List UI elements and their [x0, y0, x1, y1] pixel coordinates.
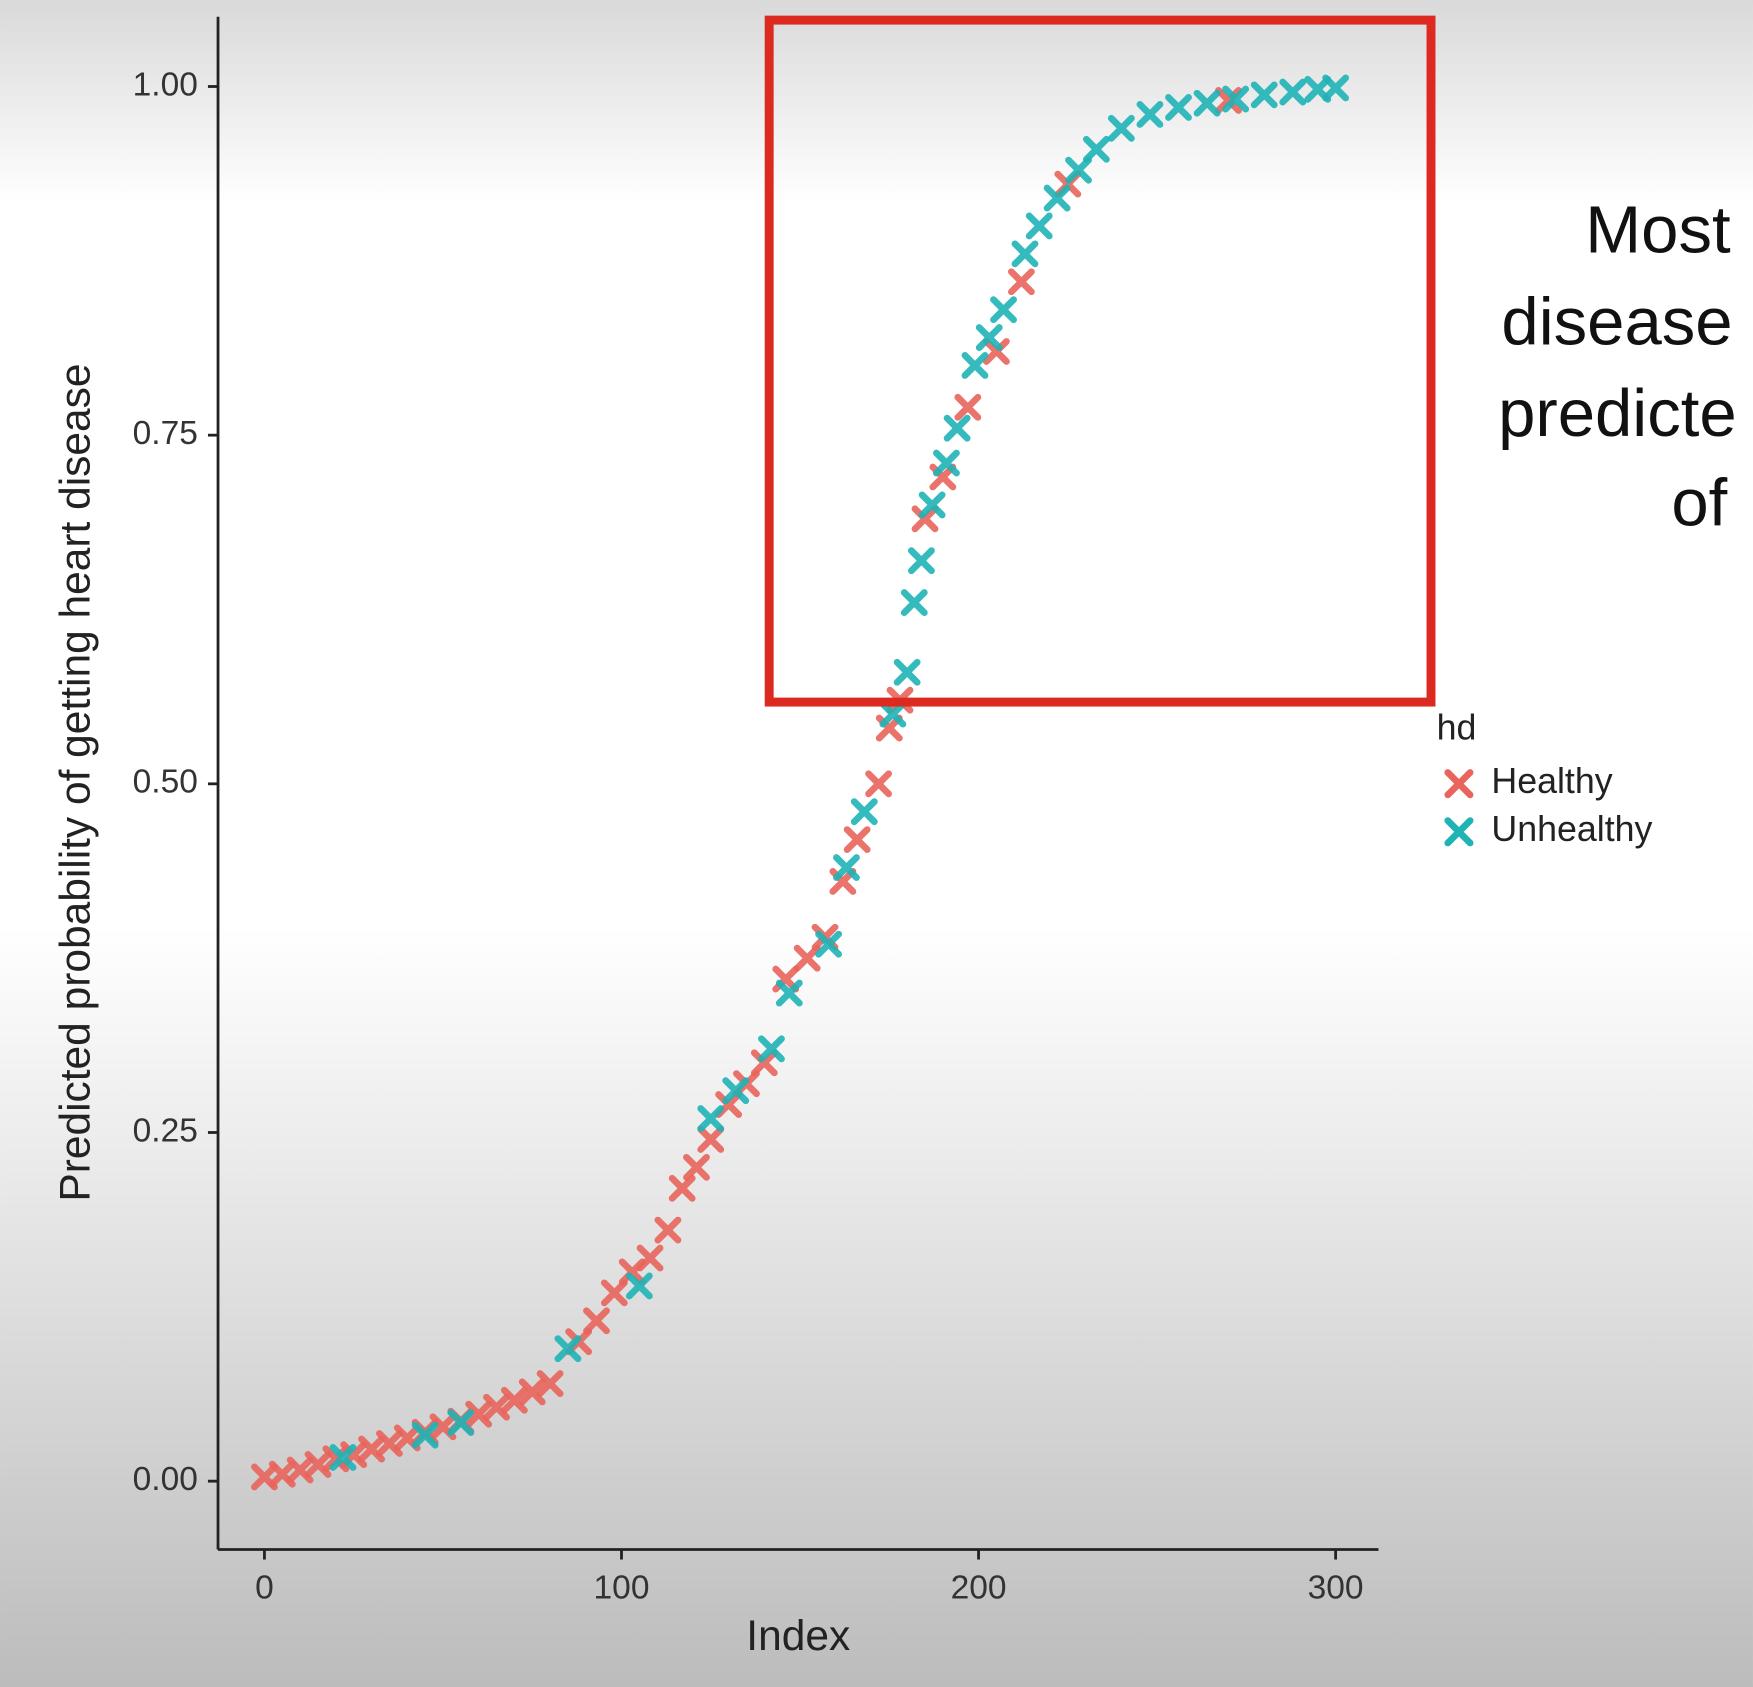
- x-tick-label: 200: [951, 1570, 1007, 1607]
- point: [990, 296, 1017, 324]
- point: [1250, 81, 1278, 109]
- point: [722, 1077, 750, 1105]
- point: [833, 854, 860, 881]
- point: [900, 589, 928, 616]
- point: [943, 414, 971, 442]
- point: [600, 1279, 628, 1307]
- y-axis-title: Predicted probability of getting heart d…: [52, 364, 99, 1202]
- point: [1279, 78, 1307, 106]
- annotation-line: disease: [1501, 284, 1732, 359]
- x-axis-title: Index: [746, 1613, 850, 1660]
- point: [961, 352, 989, 379]
- highlight-box: [764, 15, 1436, 707]
- point: [975, 324, 1003, 351]
- legend-label: Healthy: [1491, 761, 1612, 801]
- point: [583, 1307, 610, 1335]
- point: [1082, 135, 1110, 163]
- point: [1165, 94, 1192, 121]
- point: [843, 826, 871, 854]
- point: [654, 1216, 682, 1244]
- point: [1322, 74, 1350, 102]
- point: [500, 1386, 528, 1414]
- point: [918, 491, 946, 519]
- annotation-line: of: [1671, 465, 1727, 540]
- legend-label: Unhealthy: [1491, 809, 1652, 849]
- point: [465, 1400, 493, 1428]
- x-tick-label: 0: [255, 1570, 274, 1607]
- point: [447, 1409, 475, 1436]
- y-tick-label: 0.50: [133, 764, 198, 801]
- point: [775, 979, 803, 1007]
- point: [1193, 89, 1221, 117]
- point: [1215, 87, 1242, 114]
- legend-marker: [1444, 769, 1474, 799]
- y-tick-label: 0.00: [133, 1461, 198, 1498]
- y-tick-label: 1.00: [133, 66, 198, 103]
- point: [879, 700, 907, 728]
- point: [1107, 114, 1135, 142]
- y-tick-label: 0.75: [133, 415, 198, 452]
- point: [697, 1105, 725, 1132]
- point: [1043, 184, 1071, 212]
- point: [625, 1272, 653, 1300]
- point: [697, 1126, 725, 1153]
- point: [865, 770, 892, 798]
- legend-marker: [1444, 817, 1474, 847]
- annotation-line: predicte: [1498, 376, 1737, 451]
- point: [683, 1153, 710, 1181]
- point: [1136, 100, 1164, 128]
- point: [411, 1421, 439, 1449]
- point: [982, 338, 1010, 365]
- y-tick-label: 0.25: [133, 1112, 198, 1149]
- point: [1025, 212, 1053, 240]
- point: [758, 1035, 785, 1063]
- point: [518, 1378, 546, 1406]
- point: [536, 1370, 564, 1397]
- point: [636, 1244, 664, 1272]
- point: [893, 658, 921, 686]
- point: [954, 393, 982, 421]
- point: [1011, 240, 1039, 268]
- point: [483, 1393, 510, 1421]
- point: [793, 944, 821, 972]
- point: [329, 1444, 357, 1471]
- x-tick-label: 300: [1308, 1570, 1364, 1607]
- point: [554, 1335, 582, 1363]
- point: [908, 547, 935, 575]
- annotation-line: Most: [1585, 193, 1731, 268]
- point: [911, 505, 939, 533]
- x-tick-label: 100: [594, 1570, 650, 1607]
- plot-area: 0.00 0.25 0.50 0.75 1.00 0 100 200 300: [133, 16, 1379, 1607]
- point: [815, 930, 843, 958]
- point: [933, 449, 960, 477]
- point: [750, 1049, 778, 1077]
- point: [1007, 268, 1035, 296]
- point: [850, 798, 878, 826]
- point: [1222, 85, 1250, 113]
- point: [1065, 156, 1092, 184]
- legend-title: hd: [1437, 707, 1477, 747]
- point: [668, 1174, 696, 1202]
